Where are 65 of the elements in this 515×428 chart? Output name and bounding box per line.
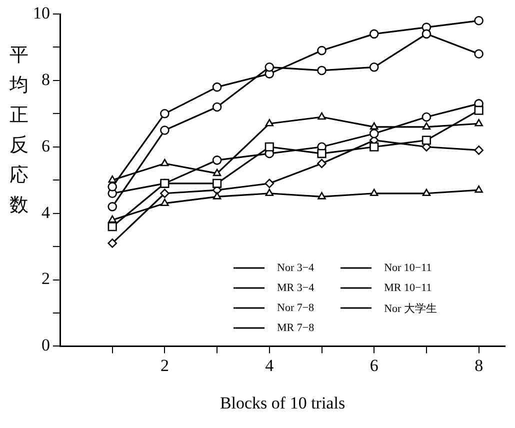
point bbox=[160, 158, 169, 166]
x-axis-title: Blocks of 10 trials bbox=[220, 393, 346, 412]
point bbox=[212, 178, 222, 188]
point bbox=[212, 192, 222, 200]
y-tick-label: 2 bbox=[42, 269, 50, 288]
point bbox=[369, 62, 379, 72]
point bbox=[160, 109, 170, 118]
point bbox=[108, 238, 118, 248]
y-axis-title: 平均正反応数 bbox=[8, 43, 30, 218]
point bbox=[422, 188, 431, 196]
point bbox=[160, 188, 170, 198]
point bbox=[317, 158, 326, 168]
point bbox=[474, 106, 484, 115]
point bbox=[474, 16, 484, 26]
point bbox=[212, 168, 222, 176]
legend-label: Nor 10−11 bbox=[384, 262, 432, 274]
point bbox=[264, 62, 274, 72]
legend-label: MR 7−8 bbox=[277, 322, 314, 334]
point bbox=[160, 178, 170, 188]
point bbox=[264, 178, 274, 188]
point bbox=[474, 146, 484, 155]
legend-label: Nor 大学生 bbox=[384, 302, 437, 316]
y-tick-label: 10 bbox=[33, 3, 50, 22]
legend-label: MR 3−4 bbox=[277, 282, 314, 294]
point bbox=[369, 29, 379, 39]
point bbox=[108, 182, 118, 192]
point bbox=[265, 118, 274, 126]
point bbox=[422, 112, 432, 122]
legend-label: Nor 7−8 bbox=[277, 302, 314, 314]
x-tick-label: 2 bbox=[160, 356, 169, 375]
point bbox=[474, 185, 483, 193]
point bbox=[474, 49, 484, 59]
point bbox=[370, 142, 379, 152]
point bbox=[160, 198, 169, 206]
point bbox=[317, 66, 326, 76]
point bbox=[422, 122, 431, 130]
x-tick-label: 8 bbox=[474, 356, 484, 375]
x-tick-label: 4 bbox=[265, 356, 274, 375]
point bbox=[370, 122, 378, 130]
point bbox=[318, 192, 326, 200]
point bbox=[474, 118, 483, 126]
point bbox=[108, 215, 116, 223]
point bbox=[108, 175, 116, 183]
point bbox=[265, 188, 274, 196]
legend-label: MR 10−11 bbox=[384, 282, 432, 294]
point bbox=[108, 202, 118, 212]
x-tick-label: 6 bbox=[370, 356, 378, 375]
point bbox=[160, 126, 170, 135]
point bbox=[317, 148, 326, 158]
point bbox=[369, 128, 379, 138]
point bbox=[108, 222, 117, 232]
point bbox=[212, 82, 222, 92]
y-tick-label: 6 bbox=[42, 136, 50, 156]
point bbox=[317, 46, 326, 56]
legend-label: Nor 3−4 bbox=[277, 262, 314, 274]
y-tick-label: 4 bbox=[42, 202, 50, 222]
point bbox=[370, 188, 378, 196]
y-tick-label: 0 bbox=[42, 336, 50, 355]
point bbox=[422, 136, 432, 145]
point bbox=[318, 112, 326, 120]
point bbox=[212, 156, 222, 165]
point bbox=[212, 102, 222, 112]
y-tick-label: 8 bbox=[42, 70, 50, 89]
point bbox=[422, 29, 432, 39]
point bbox=[264, 142, 274, 152]
